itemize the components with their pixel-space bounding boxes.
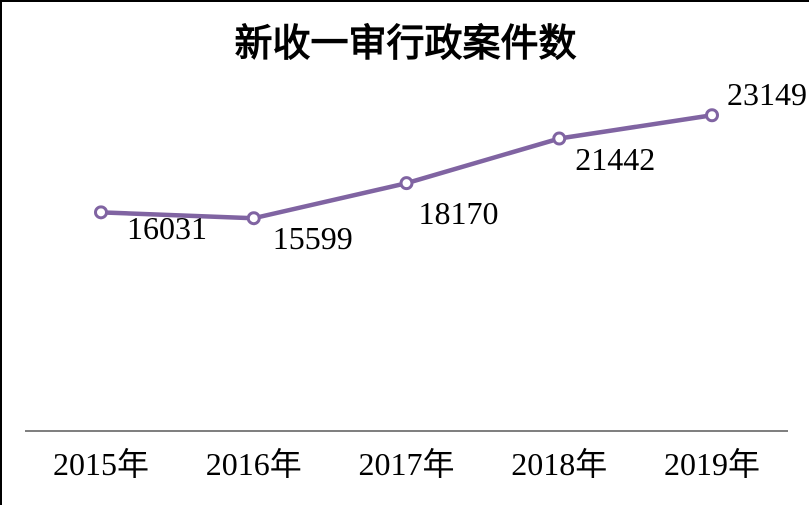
data-label: 23149 (727, 76, 807, 113)
x-axis-tick-label: 2017年 (358, 446, 455, 482)
data-label: 16031 (127, 210, 207, 247)
data-point-marker (94, 205, 108, 220)
data-label: 15599 (272, 220, 353, 257)
data-label: 21442 (575, 140, 656, 177)
x-axis-tick-label: 2018年 (511, 446, 608, 482)
data-point-marker (705, 108, 719, 123)
data-label: 18170 (418, 195, 499, 232)
data-point-marker (246, 211, 261, 226)
x-axis-tick-label: 2016年 (205, 446, 302, 482)
x-axis-tick-label: 2019年 (663, 446, 761, 482)
x-axis-tick-label: 2015年 (52, 446, 150, 482)
data-point-marker (552, 131, 567, 146)
chart-title: 新收一审行政案件数 (234, 23, 577, 65)
data-point-marker (399, 176, 414, 191)
